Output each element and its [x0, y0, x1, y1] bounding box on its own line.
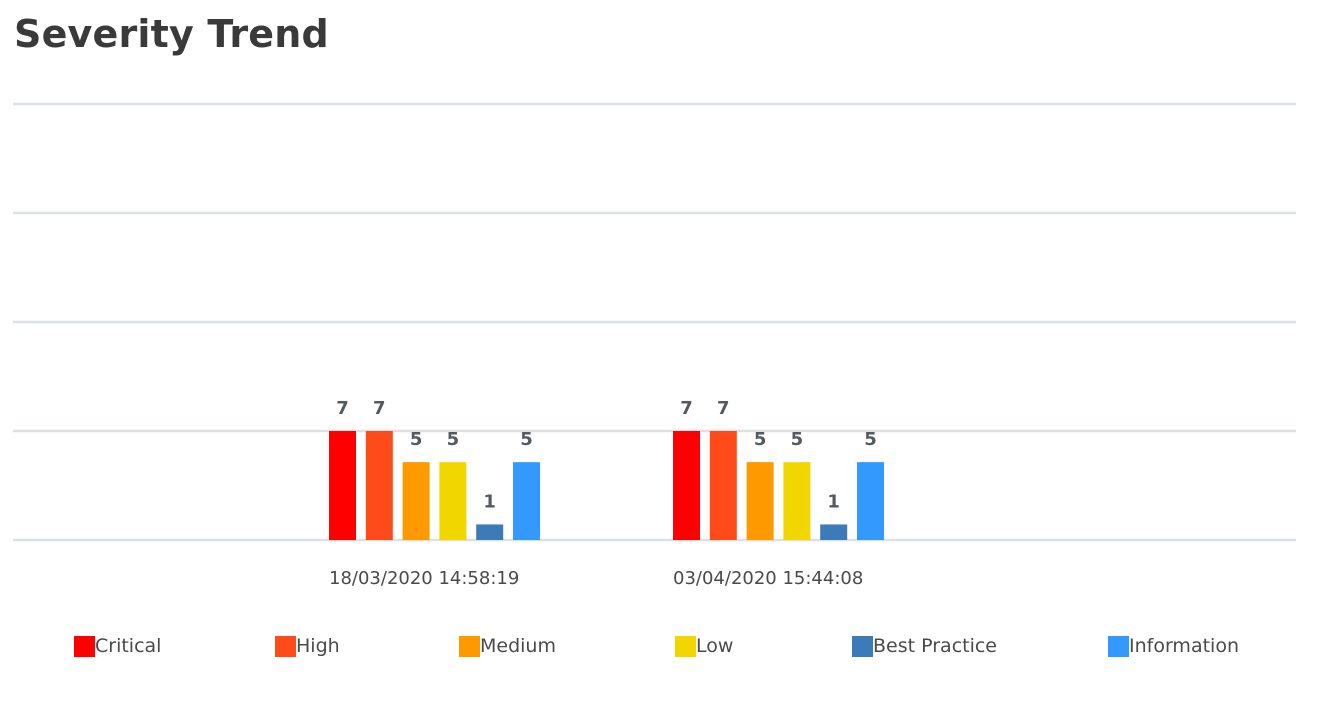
bar-critical[interactable] — [329, 431, 356, 540]
legend-item-best-practice[interactable]: Best Practice — [852, 634, 997, 658]
bar-best-practice[interactable] — [820, 524, 848, 540]
legend-item-high[interactable]: High — [275, 634, 340, 658]
bar-information[interactable] — [857, 462, 884, 540]
legend-label: Critical — [95, 635, 162, 657]
legend-item-information[interactable]: Information — [1108, 634, 1239, 658]
legend-swatch — [1108, 635, 1129, 657]
legend-item-low[interactable]: Low — [675, 634, 733, 658]
chart-data-labels: 7 7 5 5 1 5 7 7 5 5 1 5 — [336, 398, 877, 512]
bar-high[interactable] — [365, 431, 393, 540]
chart-x-tick-labels: 18/03/2020 14:58:19 03/04/2020 15:44:08 — [329, 568, 863, 589]
data-label: 7 — [373, 398, 386, 419]
legend-label: High — [296, 635, 340, 657]
bar-critical[interactable] — [673, 431, 700, 540]
legend-label: Medium — [480, 635, 556, 657]
data-label: 5 — [447, 429, 460, 450]
chart-bars — [329, 431, 884, 540]
legend-swatch — [275, 635, 296, 657]
data-label: 1 — [483, 491, 496, 512]
data-label: 1 — [827, 491, 840, 512]
data-label: 7 — [336, 398, 349, 419]
legend-item-critical[interactable]: Critical — [74, 634, 161, 658]
data-label: 5 — [864, 429, 877, 450]
data-label: 5 — [791, 429, 804, 450]
legend-label: Information — [1129, 635, 1239, 657]
data-label: 5 — [520, 429, 533, 450]
legend-label: Best Practice — [873, 635, 998, 657]
data-label: 5 — [754, 429, 767, 450]
bar-best-practice[interactable] — [476, 524, 504, 540]
bar-information[interactable] — [513, 462, 540, 540]
chart-legend: Critical High Medium Low Best Practice Inform… — [0, 634, 1318, 662]
data-label: 7 — [680, 398, 693, 419]
page-title: Severity Trend — [14, 12, 329, 56]
bar-low[interactable] — [439, 462, 467, 540]
legend-item-medium[interactable]: Medium — [459, 634, 556, 658]
data-label: 7 — [717, 398, 730, 419]
bar-high[interactable] — [709, 431, 737, 540]
legend-swatch — [675, 635, 696, 657]
data-label: 5 — [410, 429, 423, 450]
bar-medium[interactable] — [746, 462, 774, 540]
x-tick-label: 18/03/2020 14:58:19 — [329, 568, 519, 589]
chart-gridlines — [13, 102, 1296, 542]
bar-medium[interactable] — [402, 462, 430, 540]
x-tick-label: 03/04/2020 15:44:08 — [673, 568, 863, 589]
legend-swatch — [852, 635, 873, 657]
legend-label: Low — [696, 635, 734, 657]
legend-swatch — [74, 635, 95, 657]
legend-swatch — [459, 635, 480, 657]
bar-low[interactable] — [783, 462, 811, 540]
